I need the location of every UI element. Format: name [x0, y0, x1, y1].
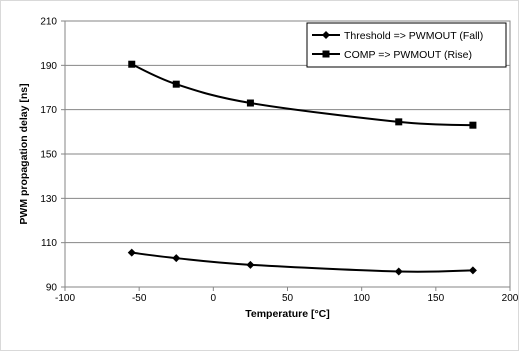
x-tick-label: -100 — [55, 293, 75, 304]
legend-box — [306, 22, 507, 68]
y-tick-label: 90 — [46, 283, 58, 294]
y-tick-label: 210 — [40, 17, 57, 28]
y-tick-label: 170 — [40, 105, 57, 116]
legend-label-comp: COMP => PWMOUT (Rise) — [344, 49, 472, 61]
data-point-square — [172, 80, 180, 88]
x-axis-ticks: -100 -50 0 50 100 150 200 — [55, 287, 519, 304]
y-axis-title: PWM propagation delay [ns] — [18, 83, 30, 224]
x-tick-label: 200 — [502, 293, 519, 304]
legend-label-threshold: Threshold => PWMOUT (Fall) — [344, 30, 483, 42]
y-tick-label: 190 — [40, 61, 57, 72]
data-point-diamond — [394, 267, 403, 276]
x-tick-label: 100 — [353, 293, 370, 304]
data-point-square — [128, 60, 136, 68]
y-tick-label: 110 — [41, 238, 57, 249]
series-group — [127, 60, 477, 276]
data-point-square — [395, 118, 403, 126]
data-point-square — [469, 121, 477, 129]
data-point-diamond — [246, 260, 255, 269]
data-point-diamond — [127, 248, 136, 257]
legend: Threshold => PWMOUT (Fall) COMP => PWMOU… — [306, 22, 507, 68]
x-tick-label: -50 — [132, 293, 147, 304]
x-tick-label: 150 — [427, 293, 444, 304]
data-point-diamond — [172, 254, 181, 263]
x-axis-title: Temperature [°C] — [245, 308, 330, 320]
x-tick-label: 0 — [211, 293, 217, 304]
data-point-square — [246, 99, 254, 107]
series-line-0 — [131, 251, 473, 273]
y-tick-label: 150 — [40, 150, 57, 161]
y-axis-ticks: 90 110 130 150 170 190 210 — [40, 17, 65, 294]
legend-marker-diamond — [322, 31, 330, 39]
legend-marker-square — [322, 50, 330, 58]
data-point-diamond — [468, 266, 477, 275]
y-tick-label: 130 — [40, 194, 57, 205]
series-line-1 — [131, 63, 473, 127]
x-tick-label: 50 — [282, 293, 294, 304]
